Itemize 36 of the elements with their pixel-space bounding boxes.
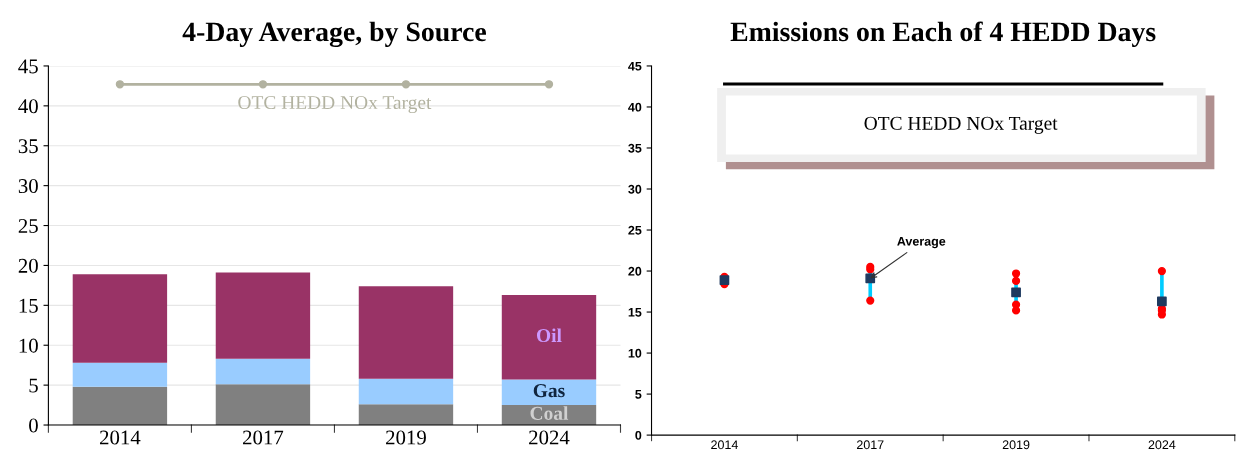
x-tick-label: 2017	[243, 430, 284, 445]
series-label: Gas	[533, 384, 565, 398]
x-tick-label: 2024	[529, 430, 570, 445]
y-tick-label: 45	[628, 61, 642, 71]
annotation: Average	[897, 237, 946, 249]
y-tick-label: 15	[19, 298, 38, 313]
chart-title: Emissions on Each of 4 HEDD Days	[730, 21, 1156, 47]
y-tick-label: 35	[628, 143, 642, 153]
y-tick-label: 30	[628, 184, 642, 194]
y-tick-label: 45	[18, 59, 38, 74]
x-tick-label: 2017	[856, 440, 884, 450]
series-label: OTC HEDD NOx Target	[864, 116, 1058, 134]
x-tick-label: 2019	[1002, 440, 1030, 450]
y-tick-label: 15	[628, 307, 642, 317]
chart-title: 4-Day Average, by Source	[182, 21, 486, 48]
y-tick-label: 0	[29, 418, 38, 433]
y-tick-label: 40	[628, 102, 642, 112]
series-label: Oil	[536, 328, 562, 343]
y-tick-label: 10	[19, 338, 38, 353]
y-tick-label: 25	[628, 225, 642, 235]
x-tick-label: 2014	[99, 430, 141, 445]
y-tick-label: 20	[18, 258, 38, 273]
y-tick-label: 35	[18, 139, 38, 154]
y-tick-label: 5	[635, 390, 642, 399]
y-tick-label: 10	[628, 348, 642, 358]
series-label: Coal	[530, 406, 569, 420]
y-tick-label: 0	[635, 430, 642, 440]
y-tick-label: 40	[18, 99, 38, 114]
y-tick-label: 25	[18, 218, 38, 233]
x-tick-label: 2024	[1148, 440, 1176, 450]
x-tick-label: 2019	[386, 430, 426, 445]
y-tick-label: 20	[628, 266, 642, 276]
y-tick-label: 5	[29, 378, 38, 393]
y-tick-label: 30	[18, 179, 38, 194]
x-tick-label: 2014	[711, 440, 738, 450]
series-label: OTC HEDD NOx Target	[238, 96, 432, 114]
